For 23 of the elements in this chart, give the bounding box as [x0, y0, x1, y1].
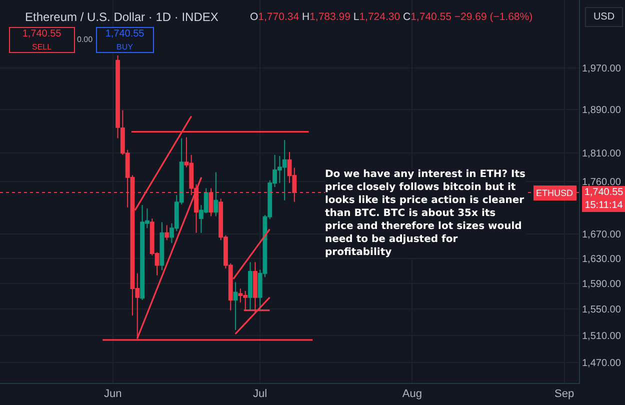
text: 1,740.55 15:11:14: [584, 187, 624, 211]
y-tick-label: 1,470.00: [582, 358, 622, 369]
annotation: Do we have any interest in ETH? Its price closely follows bitcoin but it looks like its price action is cleaner than BTC. BTC is about 35x its price and therefore lot sizes would need to be adjusted for profitability: [325, 169, 526, 258]
text: USD: [593, 12, 615, 22]
x-tick-label: Aug: [402, 388, 422, 400]
y-tick-label: 1,970.00: [582, 64, 622, 75]
y-tick-label: 1,630.00: [582, 254, 622, 265]
annotation: 0.00: [77, 35, 94, 44]
annotation: 1,740.55 SELL: [22, 28, 62, 52]
ref-line-label: ETHUSD: [536, 188, 574, 198]
text: Ethereum / U.S. Dollar · 1D · INDEX: [25, 10, 218, 24]
y-tick-label: 1,810.00: [582, 148, 622, 160]
x-tick-label: Jul: [253, 388, 268, 400]
y-tick-label: 1,550.00: [582, 304, 622, 316]
text: O1,770.34 H1,783.99 L1,724.30 C1,740.55 −29.69 (−1.68%): [250, 11, 533, 23]
y-tick-label: 1,760.00: [582, 176, 622, 188]
x-tick-label: Jun: [104, 388, 122, 400]
annotation: 1,740.55 BUY: [105, 28, 145, 52]
y-tick-label: 1,890.00: [582, 105, 622, 116]
x-tick-label: Sep: [554, 388, 574, 400]
y-tick-label: 1,590.00: [582, 278, 622, 290]
y-tick-label: 1,670.00: [582, 230, 622, 241]
y-tick-label: 1,510.00: [582, 330, 622, 342]
